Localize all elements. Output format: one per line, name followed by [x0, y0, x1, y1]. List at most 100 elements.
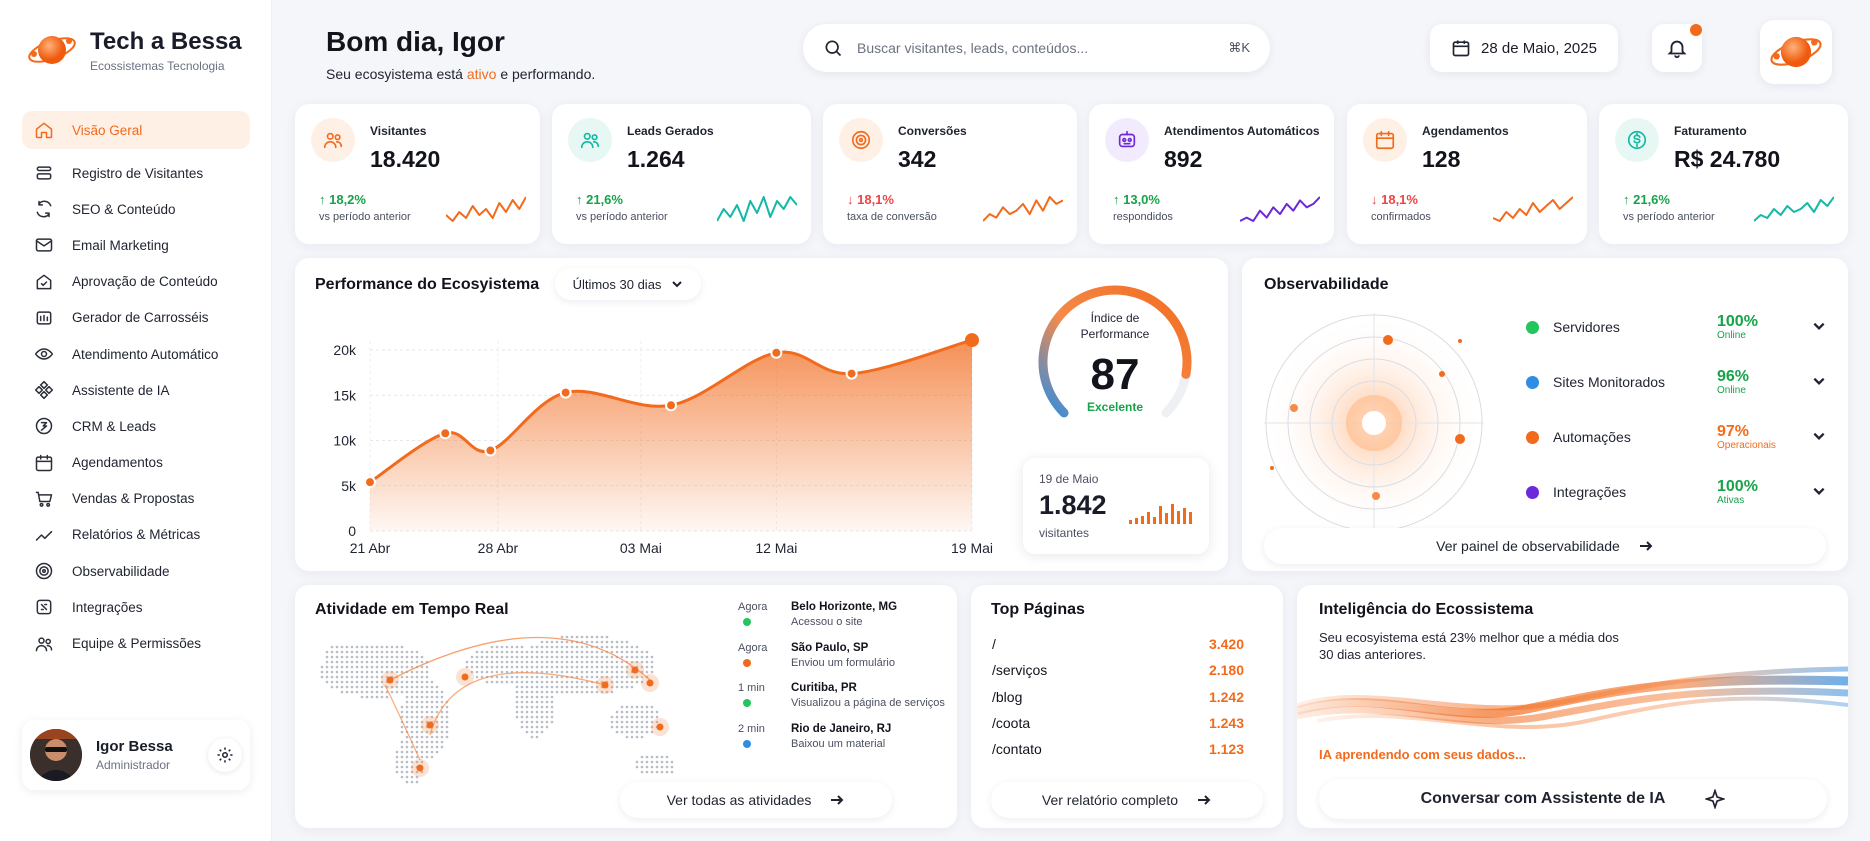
chevron-down-icon[interactable] — [1812, 484, 1826, 498]
search-input[interactable] — [857, 40, 1229, 56]
chevron-down-icon — [672, 281, 683, 288]
notifications-button[interactable] — [1652, 24, 1702, 72]
sidebar-item-integracoes[interactable]: Integrações — [22, 589, 250, 625]
all-activities-button[interactable]: Ver todas as atividades — [620, 782, 892, 818]
y-tick-label: 20k — [333, 342, 357, 358]
settings-button[interactable] — [208, 738, 242, 772]
chevron-down-icon[interactable] — [1812, 319, 1826, 333]
activity-desc: Baixou um material — [791, 737, 886, 750]
sidebar-item-atendimento-automatico[interactable]: Atendimento Automático — [22, 336, 250, 372]
tooltip-date: 19 de Maio — [1039, 472, 1099, 486]
page-row[interactable]: /contato 1.123 — [992, 741, 1244, 763]
target-icon — [35, 562, 53, 580]
sidebar-item-label: Visão Geral — [72, 122, 143, 138]
y-tick-label: 5k — [341, 478, 357, 494]
kpi-card-0[interactable]: Visitantes 18.420 ↑ 18,2% vs período ant… — [295, 104, 540, 244]
kpi-card-3[interactable]: Atendimentos Automáticos 892 ↑ 13,0% res… — [1089, 104, 1334, 244]
arrow-right-icon — [1639, 541, 1653, 551]
sidebar-item-relatorios-metricas[interactable]: Relatórios & Métricas — [22, 517, 250, 553]
observability-name: Servidores — [1553, 319, 1620, 335]
kpi-label: Atendimentos Automáticos — [1164, 124, 1320, 138]
sidebar-item-label: Assistente de IA — [72, 382, 170, 398]
observability-value: 100% — [1717, 477, 1758, 495]
sidebar-item-label: SEO & Conteúdo — [72, 201, 176, 217]
page-row[interactable]: /serviços 2.180 — [992, 662, 1244, 684]
sidebar-item-seo-conteudo[interactable]: SEO & Conteúdo — [22, 191, 250, 227]
brand[interactable]: Tech a Bessa Ecossistemas Tecnologia — [26, 24, 242, 76]
calendar-icon — [1452, 40, 1470, 57]
page-row[interactable]: /coota 1.243 — [992, 715, 1244, 737]
activity-item[interactable]: 2 min Rio de Janeiro, RJ Baixou um mater… — [738, 723, 958, 759]
observability-row[interactable]: Integrações 100% Ativas — [1526, 472, 1826, 512]
date-picker[interactable]: 28 de Maio, 2025 — [1430, 24, 1618, 72]
crm-icon — [34, 416, 54, 436]
kpi-card-4[interactable]: Agendamentos 128 ↓ 18,1% confirmados — [1347, 104, 1587, 244]
sidebar-item-aprovacao-de-conteudo[interactable]: Aprovação de Conteúdo — [22, 264, 250, 300]
area-fill — [370, 340, 972, 531]
sparkle-icon — [1705, 789, 1726, 809]
page-row[interactable]: /blog 1.242 — [992, 689, 1244, 711]
sidebar-item-label: Equipe & Permissões — [72, 636, 202, 652]
brand-logo-icon — [1770, 36, 1822, 68]
full-report-button[interactable]: Ver relatório completo — [991, 782, 1263, 818]
top-pages-title: Top Páginas — [991, 601, 1085, 618]
refresh-icon — [34, 199, 54, 219]
sidebar-item-email-marketing[interactable]: Email Marketing — [22, 227, 250, 263]
kpi-label: Faturamento — [1674, 124, 1747, 138]
sidebar-item-equipe-permissoes[interactable]: Equipe & Permissões — [22, 625, 250, 661]
kpi-subtitle: vs período anterior — [576, 211, 668, 223]
observability-row[interactable]: Automações 97% Operacionais — [1526, 417, 1826, 457]
sidebar-item-assistente-de-ia[interactable]: Assistente de IA — [22, 372, 250, 408]
sidebar-item-crm-leads[interactable]: CRM & Leads — [22, 408, 250, 444]
refresh-icon — [36, 200, 52, 218]
kpi-icon-wrap — [311, 118, 355, 162]
sidebar-item-visao-geral[interactable]: Visão Geral — [22, 111, 250, 149]
activity-item[interactable]: Agora São Paulo, SP Enviou um formulário — [738, 642, 958, 678]
search-icon — [825, 40, 842, 57]
sidebar-item-agendamentos[interactable]: Agendamentos — [22, 445, 250, 481]
period-select[interactable]: Últimos 30 dias — [555, 268, 701, 300]
observability-status: Operacionais — [1717, 439, 1776, 451]
activity-item[interactable]: 1 min Curitiba, PR Visualizou a página d… — [738, 682, 958, 718]
tooltip-value: 1.842 — [1039, 490, 1107, 520]
sidebar-item-label: Registro de Visitantes — [72, 165, 204, 181]
search-bar[interactable]: ⌘K — [803, 24, 1270, 72]
profile-logo[interactable] — [1760, 20, 1832, 84]
y-tick-label: 10k — [333, 433, 357, 449]
kpi-sparkline — [1240, 196, 1320, 222]
kpi-card-2[interactable]: Conversões 342 ↓ 18,1% taxa de conversão — [823, 104, 1077, 244]
kpi-label: Conversões — [898, 124, 967, 138]
data-point — [559, 386, 572, 399]
sidebar-item-vendas-propostas[interactable]: Vendas & Propostas — [22, 481, 250, 517]
bell-icon — [1667, 40, 1687, 59]
sidebar-item-registro-de-visitantes[interactable]: Registro de Visitantes — [22, 155, 250, 191]
sidebar-item-observabilidade[interactable]: Observabilidade — [22, 553, 250, 589]
kpi-sparkline — [446, 196, 526, 222]
page-path: / — [992, 636, 996, 652]
performance-gauge: Índice de Performance 87 Excelente — [1030, 280, 1200, 440]
kpi-card-5[interactable]: Faturamento R$ 24.780 ↑ 21,6% vs período… — [1599, 104, 1848, 244]
chevron-down-icon[interactable] — [1812, 374, 1826, 388]
activity-item[interactable]: Agora Belo Horizonte, MG Acessou o site — [738, 601, 958, 637]
data-point — [845, 367, 858, 380]
ai-assistant-button[interactable]: Conversar com Assistente de IA — [1319, 779, 1827, 819]
plug-icon — [36, 599, 52, 615]
kpi-card-1[interactable]: Leads Gerados 1.264 ↑ 21,6% vs período a… — [552, 104, 811, 244]
observability-status: Online — [1717, 384, 1746, 396]
page-row[interactable]: / 3.420 — [992, 636, 1244, 658]
world-map — [320, 635, 674, 784]
performance-card: Performance do Ecosyistema Últimos 30 di… — [295, 258, 1228, 571]
activity-time: 2 min — [738, 722, 765, 735]
kpi-sparkline — [717, 196, 797, 222]
observability-row[interactable]: Servidores 100% Online — [1526, 307, 1826, 347]
user-card[interactable]: Igor Bessa Administrador — [22, 720, 250, 790]
avatar[interactable] — [30, 729, 82, 781]
y-tick-label: 15k — [333, 387, 357, 403]
observability-row[interactable]: Sites Monitorados 96% Online — [1526, 362, 1826, 402]
observability-panel-button[interactable]: Ver painel de observabilidade — [1264, 528, 1826, 564]
chevron-down-icon[interactable] — [1812, 429, 1826, 443]
x-tick-label: 28 Abr — [478, 540, 519, 556]
sidebar: Tech a Bessa Ecossistemas Tecnologia Vis… — [0, 0, 272, 841]
kpi-delta: ↑ 18,2% — [319, 192, 366, 207]
sidebar-item-gerador-de-carrosseis[interactable]: Gerador de Carrosséis — [22, 300, 250, 336]
